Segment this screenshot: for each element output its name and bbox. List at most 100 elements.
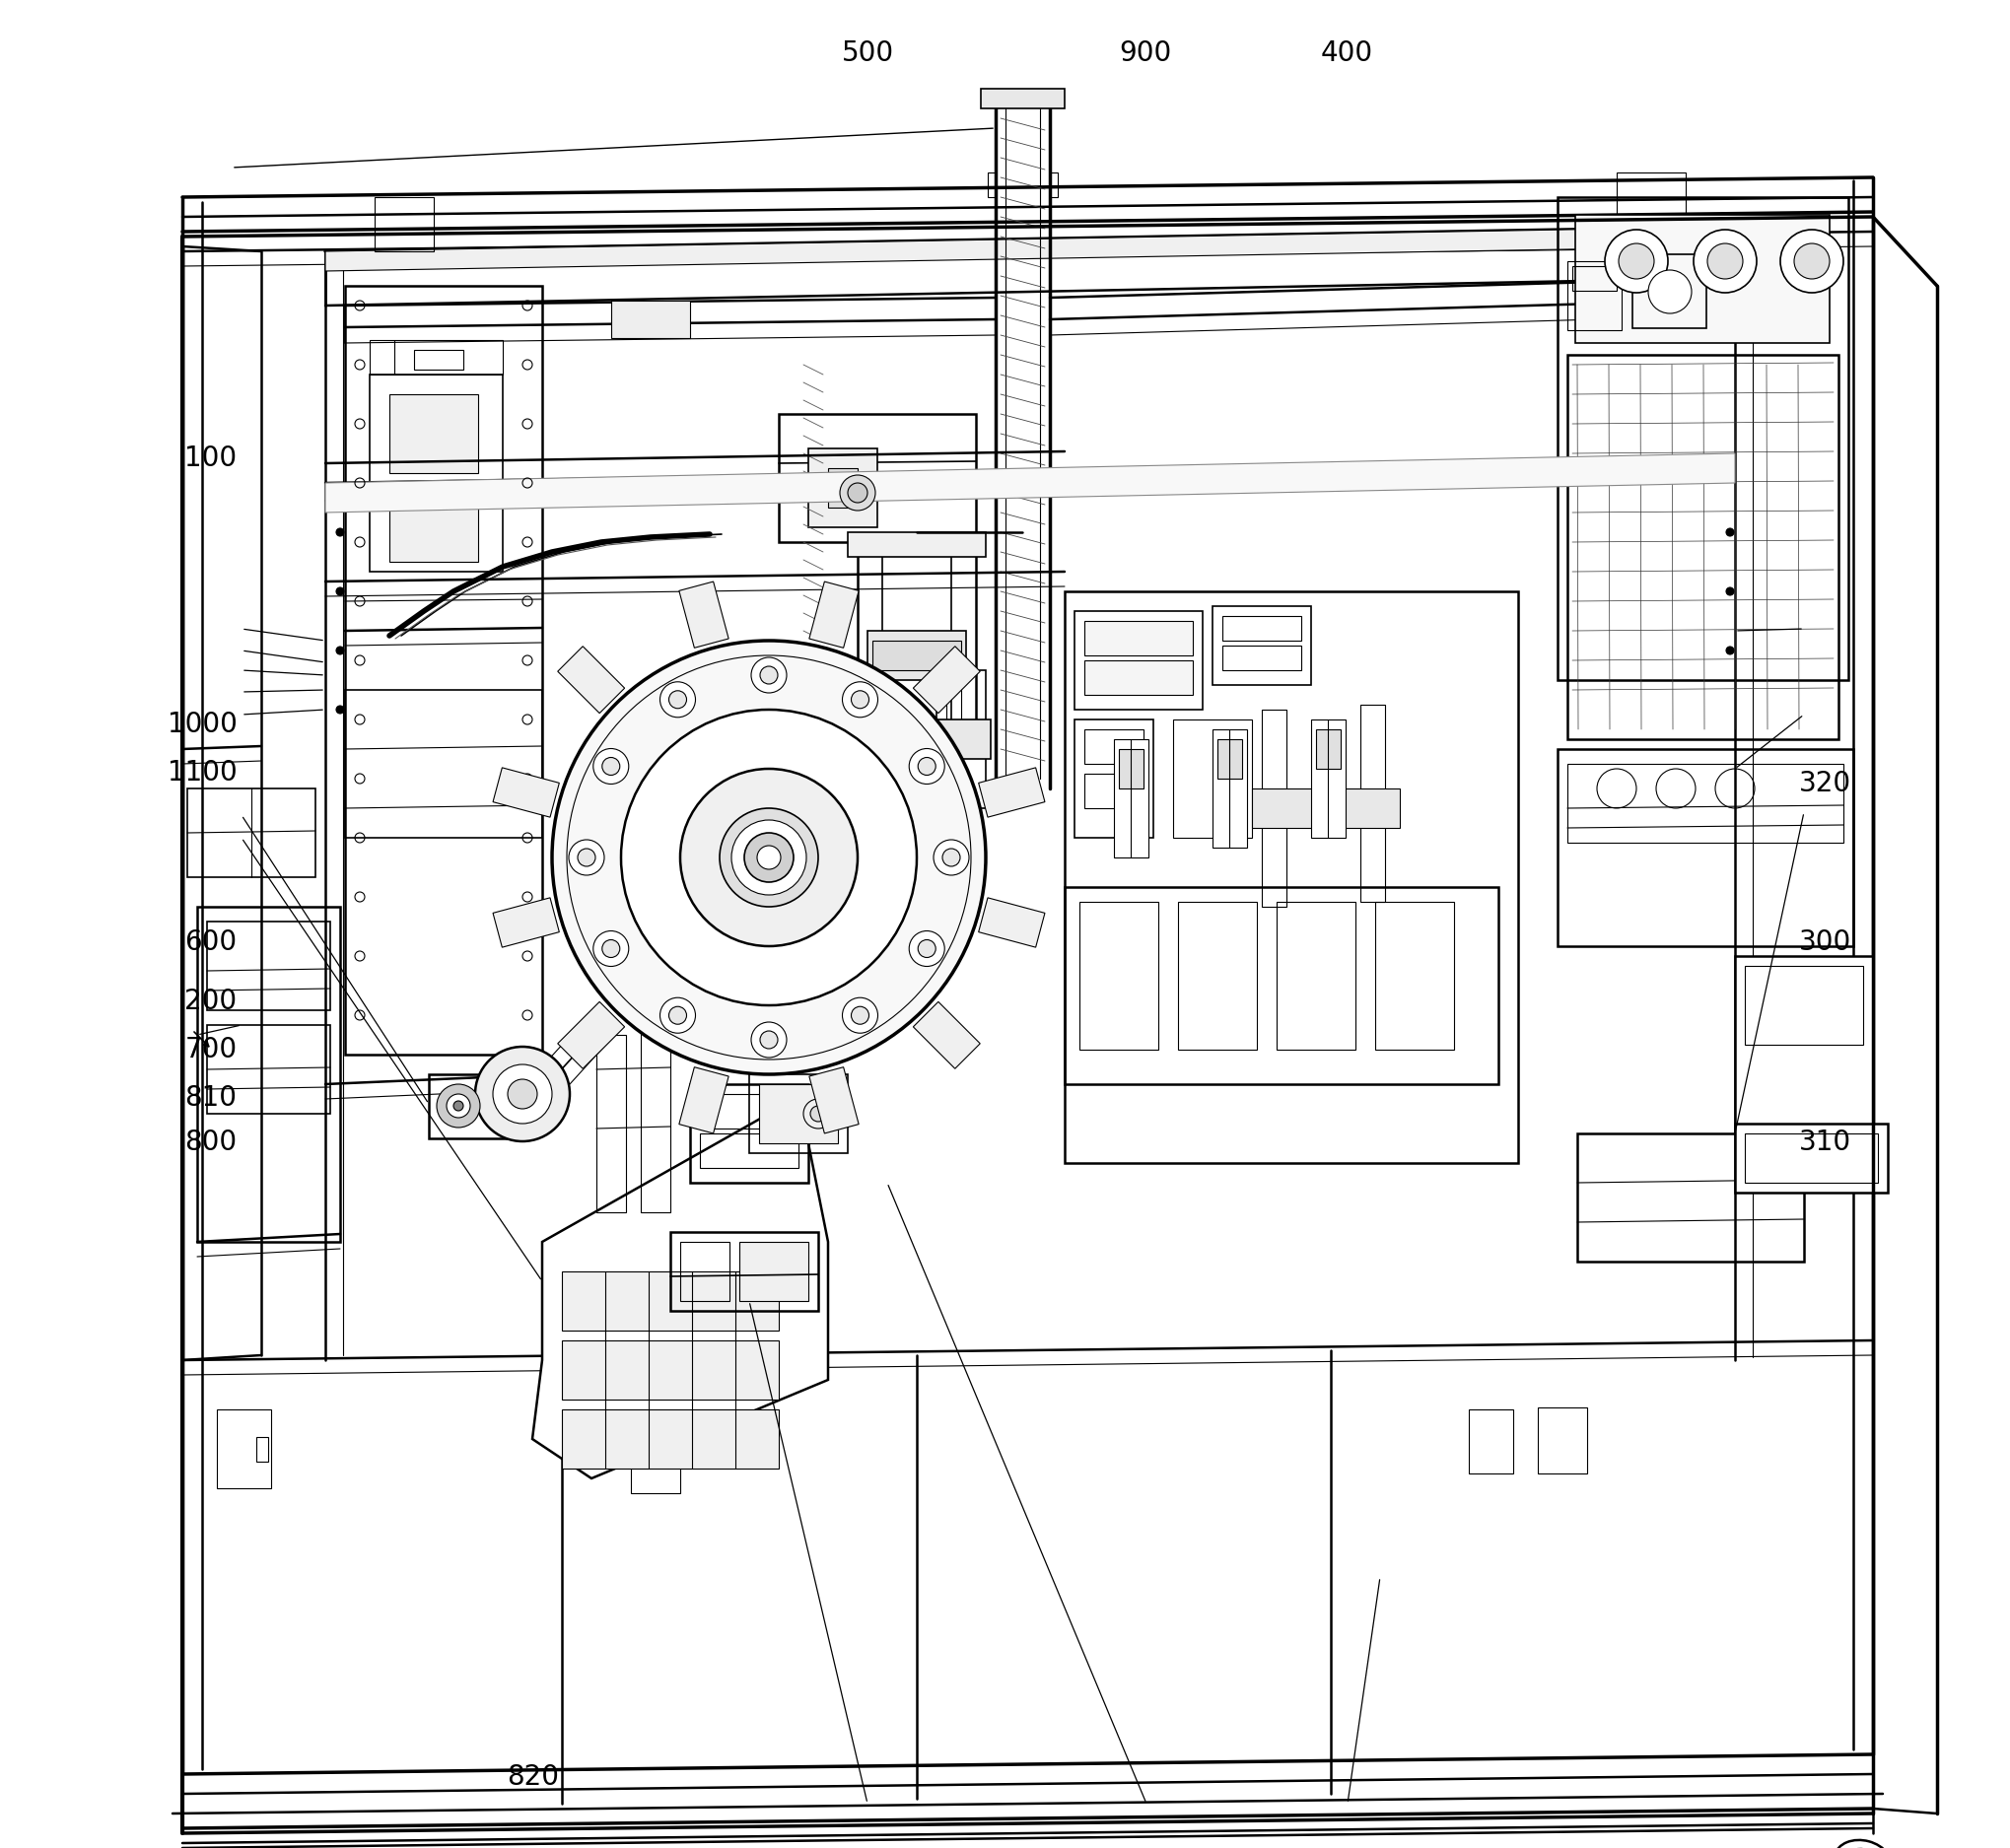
Text: 810: 810	[185, 1085, 237, 1111]
Circle shape	[553, 641, 985, 1074]
Bar	[641, 1029, 669, 1212]
Polygon shape	[557, 1002, 625, 1068]
Circle shape	[909, 931, 945, 967]
Bar	[987, 172, 995, 198]
Bar	[1317, 730, 1341, 769]
Bar	[931, 719, 991, 760]
Circle shape	[1706, 244, 1743, 279]
Text: 400: 400	[1321, 39, 1373, 67]
Polygon shape	[492, 767, 559, 817]
Bar	[563, 1410, 778, 1469]
Circle shape	[850, 691, 868, 708]
Bar	[1558, 198, 1849, 680]
Bar	[1222, 645, 1300, 671]
Bar	[1576, 214, 1829, 344]
Circle shape	[1727, 529, 1735, 536]
Circle shape	[1795, 244, 1829, 279]
Polygon shape	[679, 582, 730, 649]
Circle shape	[1618, 244, 1654, 279]
Text: 700: 700	[185, 1037, 237, 1063]
Bar	[1568, 355, 1839, 739]
Circle shape	[850, 1007, 868, 1024]
Bar	[611, 301, 689, 338]
Circle shape	[593, 931, 629, 967]
Bar	[872, 641, 961, 671]
Bar	[1075, 719, 1154, 837]
Circle shape	[603, 941, 619, 957]
Bar	[1311, 719, 1345, 837]
Circle shape	[336, 647, 344, 654]
Circle shape	[848, 482, 868, 503]
Circle shape	[593, 748, 629, 784]
Circle shape	[509, 1079, 537, 1109]
Polygon shape	[913, 1002, 981, 1068]
Text: 100: 100	[185, 445, 237, 471]
Bar	[858, 553, 977, 748]
Circle shape	[752, 1022, 786, 1057]
Circle shape	[919, 941, 937, 957]
Bar	[589, 828, 651, 881]
Text: 1000: 1000	[167, 711, 237, 737]
Circle shape	[492, 1064, 553, 1124]
Bar	[699, 1094, 798, 1129]
Bar	[1083, 774, 1144, 808]
Bar	[1616, 172, 1686, 227]
Bar	[1222, 615, 1300, 641]
Text: 310: 310	[1799, 1129, 1851, 1155]
Circle shape	[454, 1101, 464, 1111]
Circle shape	[669, 691, 687, 708]
Bar	[1632, 255, 1706, 329]
Circle shape	[569, 839, 605, 876]
Polygon shape	[679, 1066, 730, 1133]
Bar	[207, 922, 330, 1011]
Circle shape	[336, 529, 344, 536]
Bar	[197, 907, 340, 1242]
Circle shape	[842, 682, 878, 717]
Bar	[828, 468, 858, 508]
Bar	[645, 1434, 665, 1464]
Bar	[1178, 902, 1256, 1050]
Bar	[848, 532, 985, 556]
Bar	[808, 449, 876, 527]
Circle shape	[760, 1031, 778, 1048]
Circle shape	[1727, 588, 1735, 595]
Text: 320: 320	[1799, 771, 1851, 796]
Bar	[1065, 887, 1497, 1085]
Bar	[1538, 1408, 1588, 1473]
Bar	[1745, 967, 1863, 1044]
Bar	[699, 1133, 798, 1168]
Bar	[1218, 739, 1242, 778]
Bar	[1174, 719, 1252, 837]
Text: 800: 800	[185, 1129, 237, 1155]
Bar	[1735, 1124, 1887, 1192]
Bar	[581, 760, 661, 896]
Circle shape	[669, 1007, 687, 1024]
Bar	[1083, 660, 1192, 695]
Bar	[217, 1410, 271, 1488]
Bar	[1083, 621, 1192, 656]
Bar	[868, 630, 967, 680]
Bar	[1568, 261, 1622, 331]
Circle shape	[436, 1085, 480, 1127]
Text: 300: 300	[1799, 930, 1851, 955]
Bar	[1361, 704, 1385, 902]
Circle shape	[840, 475, 876, 510]
Bar	[390, 394, 478, 473]
Text: 900: 900	[1120, 39, 1172, 67]
Ellipse shape	[1833, 1841, 1891, 1848]
Circle shape	[842, 998, 878, 1033]
Bar	[1375, 902, 1453, 1050]
Bar	[1262, 710, 1286, 907]
Bar	[374, 198, 434, 251]
Bar	[1075, 612, 1202, 710]
Circle shape	[577, 848, 595, 867]
Bar	[760, 1085, 838, 1144]
Bar	[1212, 606, 1311, 686]
Circle shape	[1648, 270, 1692, 314]
Circle shape	[732, 821, 806, 894]
Bar	[1572, 266, 1616, 290]
Polygon shape	[492, 898, 559, 948]
Bar	[207, 1026, 330, 1114]
Bar	[1735, 955, 1873, 1133]
Circle shape	[659, 998, 695, 1033]
